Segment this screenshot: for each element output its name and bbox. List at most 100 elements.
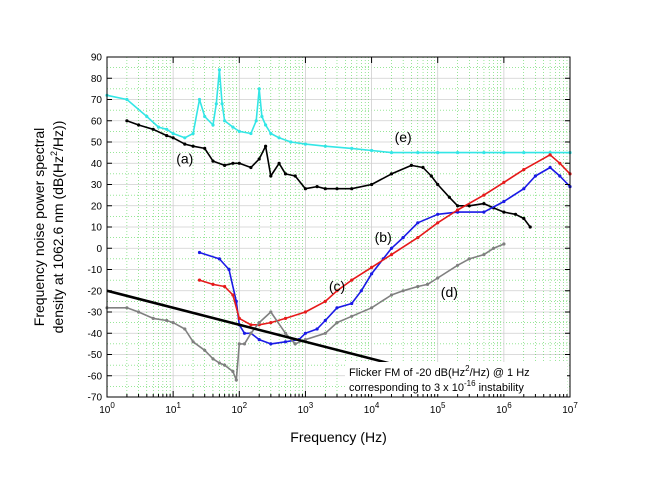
series-point-d	[502, 242, 506, 246]
series-point-d	[242, 342, 247, 346]
tick-layer: 9080706050403020100-10-20-30-40-50-60-70…	[88, 53, 579, 417]
series-point-a	[421, 165, 425, 170]
series-point-e	[257, 87, 261, 91]
series-point-c	[522, 168, 526, 172]
x-tick-base: 10	[231, 405, 243, 416]
y-tick-label: 80	[91, 74, 103, 85]
series-point-a	[513, 212, 518, 216]
x-tick-exponent: 0	[110, 401, 115, 410]
series-point-b	[401, 236, 405, 240]
series-point-a	[429, 174, 433, 178]
series-point-a	[335, 187, 339, 191]
x-tick-exponent: 7	[573, 401, 578, 410]
flicker-note-line2-text: corresponding to 3 x 10	[349, 382, 464, 394]
series-point-c	[323, 299, 327, 303]
series-point-b	[389, 246, 394, 250]
y-axis-title-line2-suffix: /Hz))	[50, 121, 66, 151]
series-point-d	[171, 321, 175, 325]
series-point-a	[203, 146, 207, 150]
y-tick-label: 40	[91, 159, 103, 170]
series-point-e	[220, 102, 224, 106]
series-point-a	[237, 161, 241, 165]
series-point-c	[456, 208, 460, 212]
series-point-a	[171, 136, 175, 140]
flicker-note-line2-superscript: -16	[464, 379, 476, 388]
series-point-e	[197, 97, 202, 102]
y-axis-title-line2: density at 1062.6 nm (dB(Hz2/Hz))	[49, 121, 66, 334]
series-point-a	[315, 185, 319, 189]
x-tick-base: 10	[496, 405, 508, 416]
y-tick-label: -70	[88, 393, 103, 404]
series-point-d	[456, 263, 460, 267]
series-point-c	[231, 293, 235, 297]
series-point-d	[323, 331, 327, 335]
series-point-d	[283, 331, 288, 335]
series-point-a	[303, 187, 307, 191]
series-point-e	[156, 125, 161, 129]
series-point-e	[370, 148, 374, 153]
series-point-d	[335, 321, 339, 325]
series-point-a	[447, 195, 451, 199]
series-point-d	[370, 306, 374, 310]
series-point-b	[303, 331, 307, 335]
y-tick-label: -10	[88, 265, 103, 276]
series-point-e	[522, 151, 526, 155]
series-point-d	[183, 327, 187, 331]
series-point-a	[277, 161, 281, 165]
series-point-b	[533, 174, 538, 178]
series-point-b	[359, 289, 363, 293]
series-point-e	[214, 102, 218, 106]
series-point-e	[249, 131, 253, 136]
series-layer	[105, 68, 572, 382]
series-point-e	[254, 119, 258, 123]
x-tick-base: 10	[165, 405, 177, 416]
series-point-d	[223, 363, 227, 367]
flicker-note-line1: Flicker FM of -20 dB(Hz2/Hz) @ 1 Hz	[349, 364, 530, 379]
series-annotation-d: (d)	[441, 284, 458, 300]
series-point-c	[283, 316, 288, 320]
series-point-b	[269, 342, 273, 346]
x-tick-label: 106	[496, 401, 512, 416]
flicker-note-background	[345, 362, 567, 394]
series-point-d	[293, 342, 297, 346]
series-point-d	[217, 361, 221, 365]
y-tick-label: 10	[91, 223, 103, 234]
series-point-e	[191, 131, 195, 136]
x-tick-exponent: 6	[507, 401, 512, 410]
series-point-d	[416, 284, 420, 289]
series-point-a	[249, 165, 253, 170]
series-point-a	[323, 187, 327, 191]
x-tick-exponent: 1	[176, 401, 181, 410]
x-tick-base: 10	[562, 405, 574, 416]
series-line-d	[107, 243, 505, 381]
series-point-a	[350, 187, 354, 191]
series-point-d	[350, 314, 354, 318]
x-tick-exponent: 2	[243, 401, 248, 410]
series-point-e	[217, 68, 221, 72]
series-point-a	[436, 182, 440, 187]
x-tick-label: 104	[364, 401, 380, 416]
series-point-b	[548, 165, 552, 170]
series-point-b	[315, 327, 319, 331]
series-point-a	[283, 172, 288, 176]
series-point-d	[231, 369, 235, 374]
series-point-a	[125, 119, 129, 123]
series-point-e	[456, 151, 460, 155]
series-point-e	[389, 151, 394, 155]
flicker-note-line1-suffix: /Hz) @ 1 Hz	[470, 367, 530, 379]
y-tick-label: 90	[91, 53, 103, 64]
series-point-b	[558, 174, 562, 178]
series-point-a	[389, 172, 394, 176]
series-line-c	[199, 154, 571, 326]
x-tick-exponent: 3	[309, 401, 314, 410]
y-axis-title: Frequency noise power spectral density a…	[31, 121, 66, 334]
flicker-note-line1-superscript: 2	[465, 364, 470, 373]
series-point-c	[249, 323, 253, 327]
reference-line-layer	[106, 289, 439, 378]
y-tick-label: -20	[88, 286, 103, 297]
series-point-e	[165, 127, 169, 131]
x-tick-label: 102	[231, 401, 247, 416]
series-point-b	[370, 272, 374, 276]
y-tick-label: 20	[91, 201, 103, 212]
series-point-a	[211, 159, 215, 163]
